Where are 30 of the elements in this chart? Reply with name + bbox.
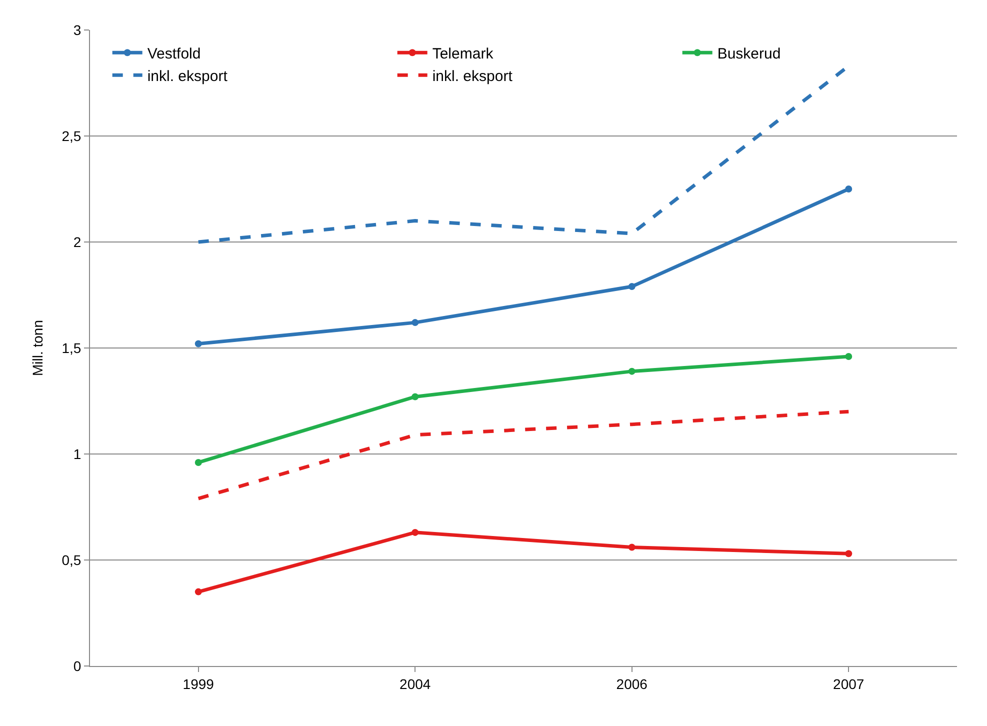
x-tick-label: 1999 <box>182 676 214 692</box>
point <box>628 544 636 551</box>
point <box>845 186 852 192</box>
point <box>412 528 419 536</box>
x-tick-label: 2004 <box>400 676 431 692</box>
point <box>845 352 852 360</box>
y-tick-label: 1 <box>73 446 82 462</box>
y-tick-label: 0,5 <box>62 552 82 568</box>
legend-label: inkl. eksport <box>147 68 228 85</box>
point <box>412 393 419 400</box>
x-tick-label: 2006 <box>616 676 648 692</box>
x-tick-label: 2007 <box>833 676 864 692</box>
point <box>628 368 636 375</box>
point <box>194 588 202 596</box>
y-axis-title: Mill. tonn <box>29 320 46 376</box>
legend-label: Telemark <box>432 45 494 62</box>
legend-label: inkl. eksport <box>432 68 514 85</box>
y-tick-label: 1,5 <box>62 340 82 356</box>
point <box>845 550 852 558</box>
y-tick-label: 0 <box>73 658 82 674</box>
point <box>194 340 202 348</box>
point <box>194 458 202 466</box>
y-tick-label: 2 <box>73 234 82 250</box>
point <box>628 283 636 290</box>
y-tick-label: 3 <box>73 22 82 38</box>
point <box>412 319 419 326</box>
legend-label: Buskerud <box>717 45 781 62</box>
line-series <box>196 410 850 500</box>
y-tick-label: 2,5 <box>62 128 82 144</box>
legend-label: Vestfold <box>147 45 201 62</box>
